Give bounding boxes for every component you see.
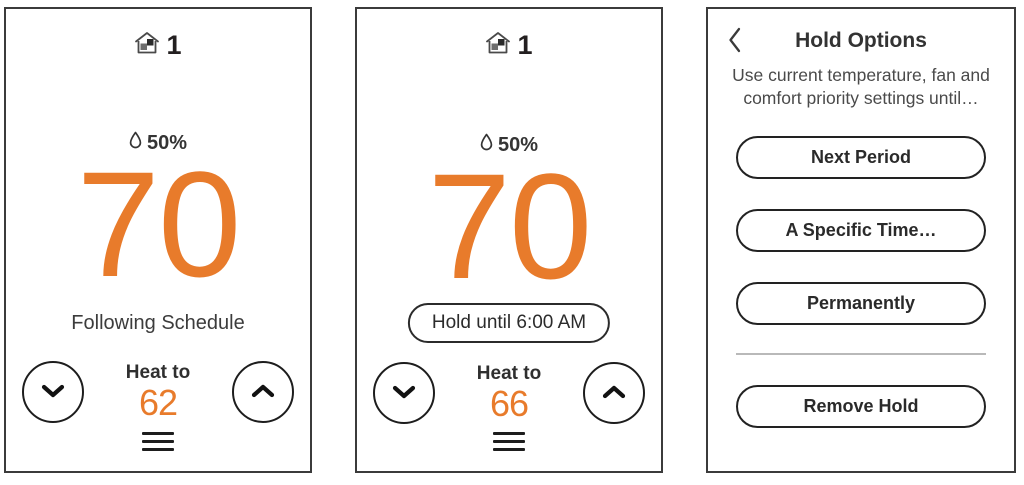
setpoint-value: 66 [489, 383, 529, 425]
hamburger-line [493, 448, 525, 451]
hold-options-list: Next Period A Specific Time… Permanently… [736, 136, 986, 428]
hold-option-permanently[interactable]: Permanently [736, 282, 986, 325]
increase-setpoint-button[interactable] [583, 362, 645, 424]
setpoint-controls: Heat to 62 [22, 361, 294, 423]
spacer [736, 179, 986, 209]
chevron-up-icon [251, 383, 275, 402]
hamburger-line [493, 432, 525, 435]
current-temperature: 70 [76, 140, 242, 308]
page-title: Hold Options [795, 29, 927, 52]
humidity-indicator: 50% [6, 131, 310, 154]
hamburger-line [142, 440, 174, 443]
back-button[interactable] [720, 26, 750, 56]
chevron-left-icon [727, 27, 743, 56]
hold-option-specific-time[interactable]: A Specific Time… [736, 209, 986, 252]
hold-options-description: Use current temperature, fan and comfort… [732, 65, 990, 108]
humidity-droplet-icon [129, 131, 142, 154]
hamburger-line [142, 448, 174, 451]
hold-until-button[interactable]: Hold until 6:00 AM [407, 303, 611, 343]
humidity-droplet-icon [480, 133, 493, 156]
hold-options-header: Hold Options [708, 26, 1014, 58]
setpoint-readout: Heat to 66 [477, 363, 541, 423]
thermostat-screen-hold-active: 1 50% 70 Hold until 6:00 AM Heat to [355, 7, 663, 473]
home-count-label: 1 [166, 30, 182, 60]
setpoint-label: Heat to [125, 362, 191, 384]
setpoint-readout: Heat to 62 [126, 362, 190, 422]
setpoint-controls: Heat to 66 [373, 362, 645, 424]
chevron-down-icon [41, 383, 65, 402]
home-count-label: 1 [517, 30, 533, 60]
hamburger-line [142, 432, 174, 435]
decrease-setpoint-button[interactable] [22, 361, 84, 423]
spacer [736, 355, 986, 385]
hold-options-screen: Hold Options Use current temperature, fa… [706, 7, 1016, 473]
remove-hold-button[interactable]: Remove Hold [736, 385, 986, 428]
increase-setpoint-button[interactable] [232, 361, 294, 423]
hold-option-next-period[interactable]: Next Period [736, 136, 986, 179]
current-temperature: 70 [427, 142, 593, 310]
home-indicator: 1 [357, 31, 661, 60]
hamburger-menu-icon[interactable] [142, 432, 174, 451]
humidity-indicator: 50% [357, 133, 661, 156]
status-text: Following Schedule [71, 312, 245, 334]
home-icon [134, 31, 160, 60]
chevron-up-icon [602, 384, 626, 403]
setpoint-value: 62 [138, 382, 178, 424]
spacer [736, 252, 986, 282]
setpoint-label: Heat to [476, 363, 542, 385]
section-divider [736, 353, 986, 355]
hamburger-line [493, 440, 525, 443]
home-icon [485, 31, 511, 60]
hamburger-menu-icon[interactable] [493, 432, 525, 451]
decrease-setpoint-button[interactable] [373, 362, 435, 424]
humidity-value: 50% [146, 131, 188, 154]
chevron-down-icon [392, 384, 416, 403]
home-indicator: 1 [6, 31, 310, 60]
humidity-value: 50% [497, 133, 539, 156]
thermostat-screen-following-schedule: 1 50% 70 Following Schedule Heat to [4, 7, 312, 473]
